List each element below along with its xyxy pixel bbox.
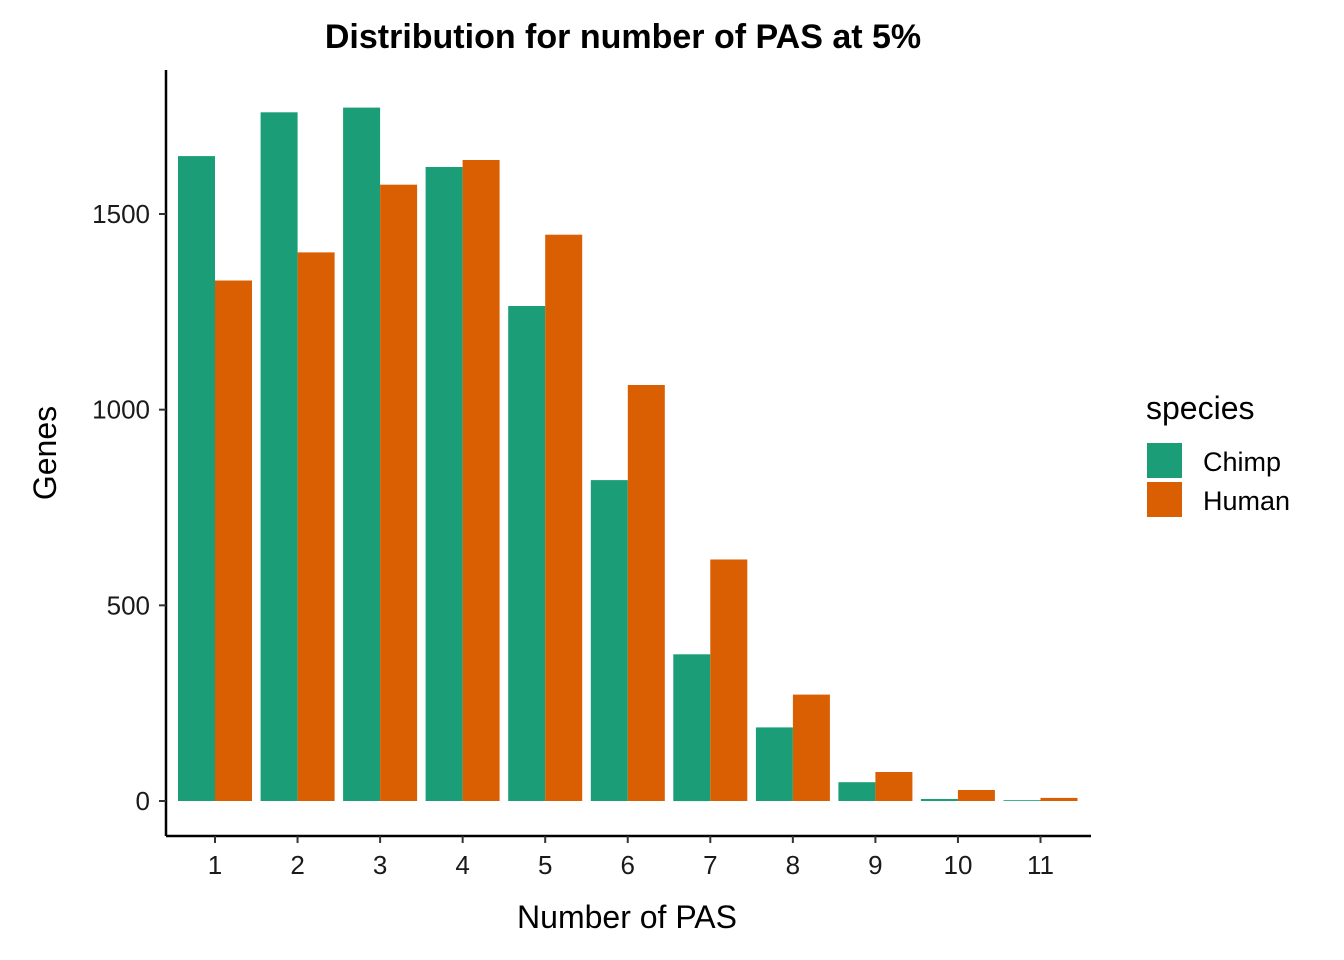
- x-tick-label-1: 1: [208, 850, 222, 880]
- y-ticks-group: 0 500 1000 1500: [92, 199, 166, 816]
- bar-human-4: [462, 160, 500, 801]
- bar-human-5: [545, 234, 583, 801]
- bar-human-2: [297, 252, 335, 801]
- y-axis-title: Genes: [27, 406, 63, 500]
- x-ticks-group: 1 2 3 4 5 6 7 8 9 10 11: [208, 836, 1054, 880]
- bar-chimp-7: [673, 654, 711, 802]
- bar-human-3: [380, 184, 418, 801]
- bar-chimp-11: [1003, 800, 1041, 801]
- legend: species Chimp Human: [1146, 390, 1290, 517]
- bar-chimp-5: [508, 306, 546, 801]
- bar-human-10: [957, 790, 995, 801]
- legend-title: species: [1146, 390, 1255, 426]
- bar-chimp-3: [343, 107, 381, 802]
- legend-swatch-chimp: [1147, 443, 1182, 478]
- x-axis-title: Number of PAS: [517, 899, 737, 935]
- x-tick-label-9: 9: [868, 850, 882, 880]
- bars-group: [178, 107, 1078, 802]
- bar-chimp-1: [178, 156, 215, 802]
- y-tick-label-500: 500: [107, 590, 150, 620]
- bar-chimp-4: [425, 167, 463, 801]
- x-tick-label-10: 10: [943, 850, 972, 880]
- bar-chimp-9: [838, 782, 876, 801]
- chart-title: Distribution for number of PAS at 5%: [325, 18, 921, 56]
- y-tick-label-1000: 1000: [92, 395, 150, 425]
- legend-label-human: Human: [1203, 486, 1290, 516]
- bar-human-9: [875, 772, 913, 801]
- bar-human-11: [1040, 797, 1078, 801]
- x-tick-label-2: 2: [290, 850, 304, 880]
- bar-human-1: [215, 280, 252, 801]
- x-tick-label-6: 6: [621, 850, 635, 880]
- x-tick-label-8: 8: [786, 850, 800, 880]
- x-tick-label-5: 5: [538, 850, 552, 880]
- y-tick-label-0: 0: [136, 786, 150, 816]
- legend-label-chimp: Chimp: [1203, 447, 1281, 477]
- bar-chimp-6: [590, 480, 628, 801]
- bar-human-8: [792, 694, 830, 801]
- x-tick-label-11: 11: [1027, 850, 1054, 880]
- x-tick-label-7: 7: [703, 850, 717, 880]
- legend-swatch-human: [1147, 482, 1182, 517]
- y-tick-label-1500: 1500: [92, 199, 150, 229]
- bar-human-7: [710, 559, 748, 801]
- bar-chimp-8: [755, 727, 793, 801]
- bar-chimp-2: [260, 112, 298, 802]
- x-tick-label-3: 3: [373, 850, 387, 880]
- bar-chimp-10: [920, 799, 958, 801]
- bar-human-6: [627, 385, 665, 801]
- x-tick-label-4: 4: [455, 850, 469, 880]
